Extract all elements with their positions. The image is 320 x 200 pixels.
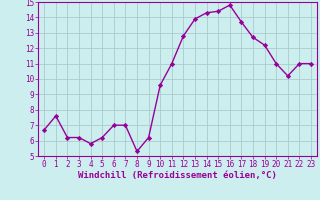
X-axis label: Windchill (Refroidissement éolien,°C): Windchill (Refroidissement éolien,°C) [78, 171, 277, 180]
